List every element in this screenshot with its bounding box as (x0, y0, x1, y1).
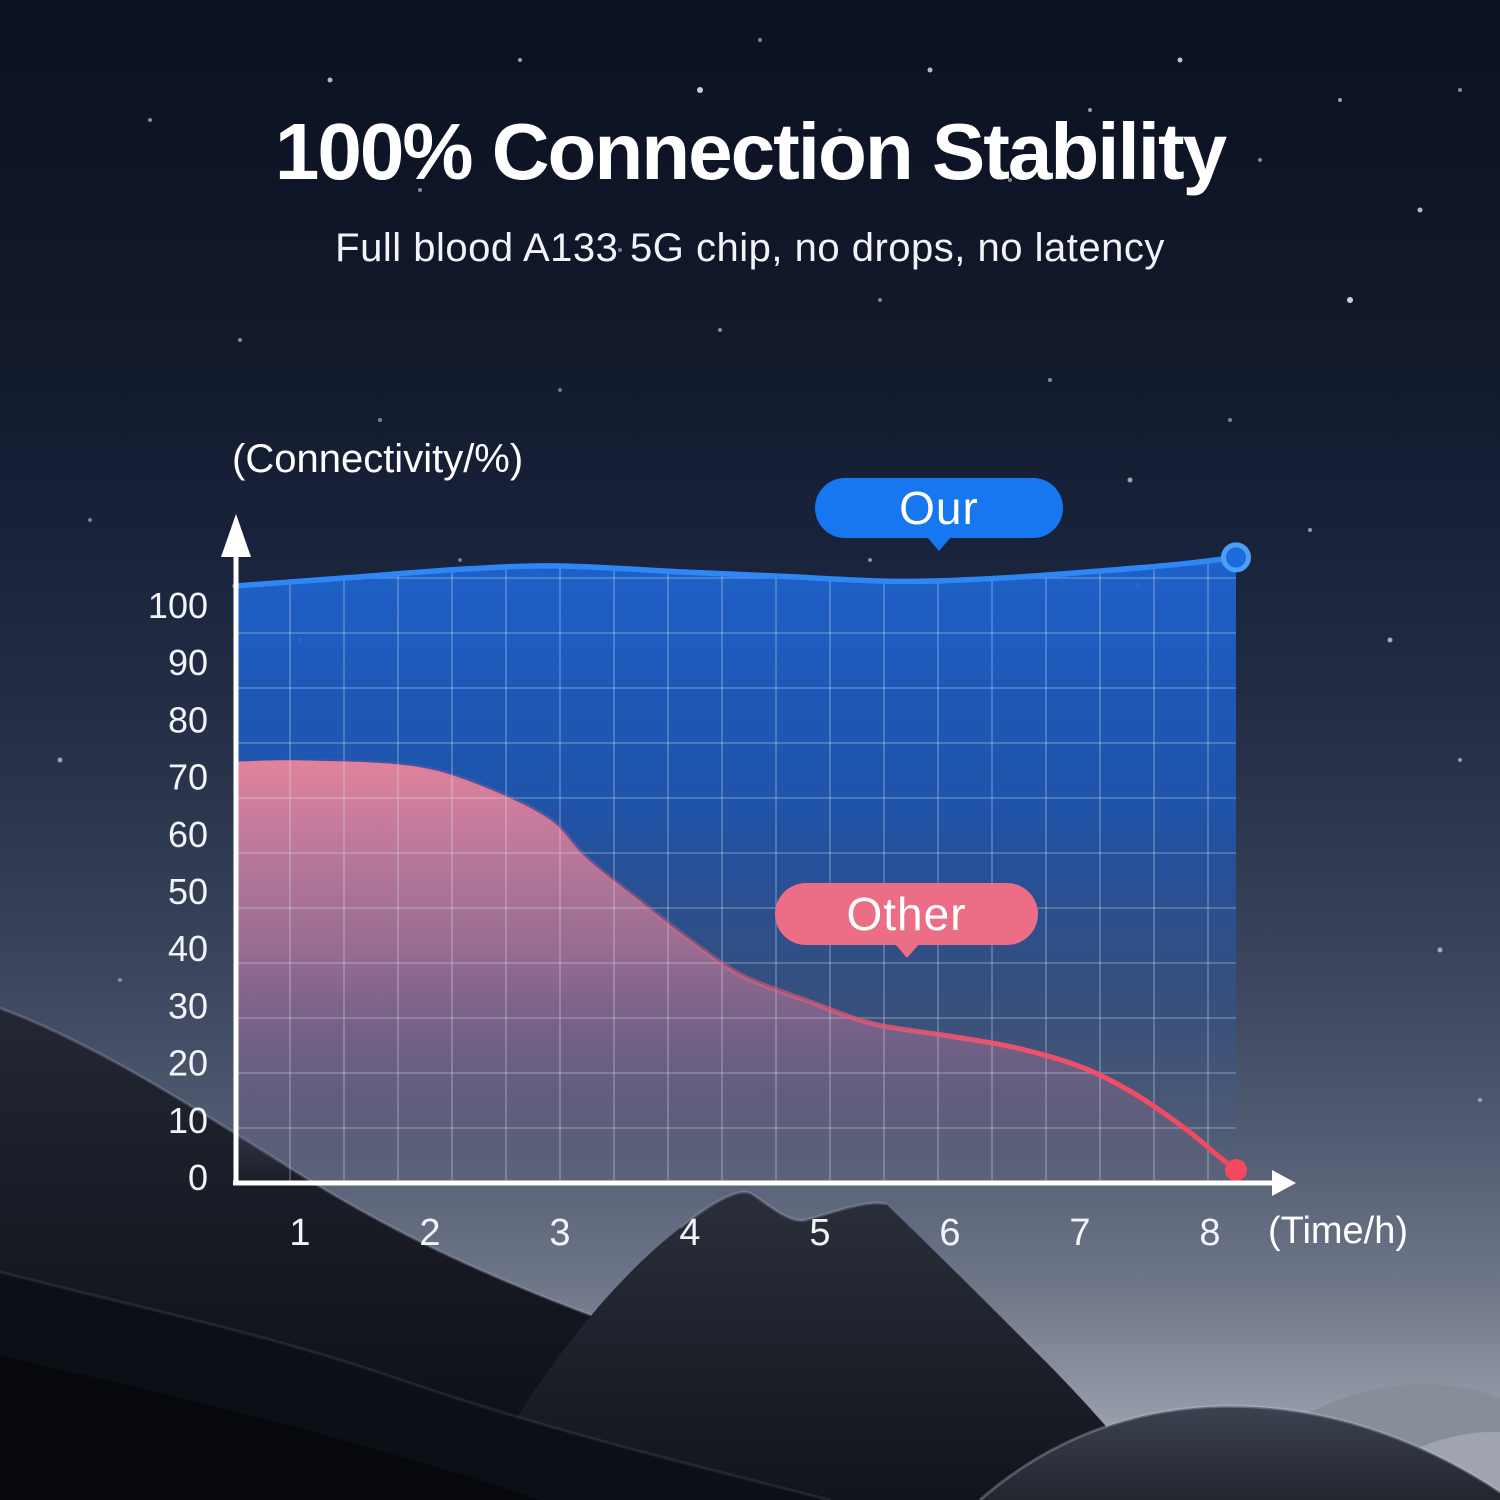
x-tick-label: 6 (939, 1212, 960, 1254)
mountain-center-crest (679, 1190, 887, 1230)
foreground-wave-2 (0, 1356, 540, 1500)
y-tick-label: 0 (188, 1157, 208, 1198)
legend-other-badge: Other (775, 883, 1038, 945)
star (1177, 57, 1183, 63)
star (1458, 758, 1462, 762)
other-endpoint-dot (1225, 1158, 1247, 1181)
star (697, 87, 703, 93)
star (608, 148, 612, 152)
star (927, 67, 933, 73)
star (378, 418, 382, 422)
star (1127, 477, 1133, 483)
page-title: 100% Connection Stability (274, 107, 1227, 196)
star (618, 248, 622, 252)
star (1437, 947, 1443, 953)
star (57, 757, 63, 763)
y-tick-label: 40 (168, 928, 208, 969)
x-axis-caption: (Time/h) (1268, 1210, 1408, 1252)
star (1387, 637, 1393, 643)
star (718, 328, 722, 332)
y-axis-arrow-icon (221, 514, 251, 557)
star (868, 558, 872, 562)
mountains (0, 1006, 1500, 1500)
y-tick-label: 20 (168, 1043, 208, 1084)
page-subtitle: Full blood A133 5G chip, no drops, no la… (335, 226, 1165, 270)
other-series-line (232, 757, 1239, 1173)
y-tick-label: 100 (148, 585, 208, 626)
dune-right-mid (980, 1406, 1500, 1500)
x-tick-label: 3 (549, 1212, 570, 1254)
x-tick-label: 7 (1069, 1212, 1090, 1254)
our-series-line (232, 554, 1239, 589)
foreground-wave-1-crest (0, 1270, 831, 1500)
star (838, 128, 842, 132)
stars (57, 38, 1482, 1102)
star (148, 118, 152, 122)
our-endpoint-dot (1221, 542, 1251, 573)
x-axis-tick-labels: 1 2 3 4 5 6 7 8 (289, 1212, 1220, 1254)
legend-other-label: Other (846, 888, 967, 940)
x-tick-label: 5 (809, 1212, 830, 1254)
star (758, 38, 762, 42)
x-tick-label: 8 (1199, 1212, 1220, 1254)
legend-our-badge: Our (815, 478, 1063, 538)
y-axis-tick-labels: 0 10 20 30 40 50 60 70 80 90 100 (148, 585, 208, 1198)
mountain-center-ridge (470, 1192, 1165, 1500)
grid-lines (236, 557, 1236, 1183)
star (88, 518, 92, 522)
legend-our-label: Our (899, 482, 979, 534)
y-tick-label: 60 (168, 814, 208, 855)
star (1228, 418, 1232, 422)
dune-right-mid-crest (979, 1404, 1500, 1500)
y-tick-label: 50 (168, 871, 208, 912)
star (118, 978, 122, 982)
x-tick-label: 4 (679, 1212, 700, 1254)
star (878, 298, 882, 302)
y-tick-label: 70 (168, 757, 208, 798)
star (1008, 178, 1012, 182)
y-tick-label: 30 (168, 985, 208, 1026)
star (1258, 158, 1262, 162)
star (518, 58, 522, 62)
x-tick-label: 1 (289, 1212, 310, 1254)
star (1458, 88, 1462, 92)
star (458, 558, 462, 562)
star (1478, 1098, 1482, 1102)
star (1347, 297, 1353, 303)
star (327, 77, 333, 83)
star (238, 338, 242, 342)
y-axis-caption: (Connectivity/%) (232, 437, 523, 481)
star (1308, 528, 1312, 532)
star (418, 188, 422, 192)
y-tick-label: 80 (168, 699, 208, 740)
star (1088, 108, 1092, 112)
other-series-area (235, 760, 1236, 1183)
star (1338, 98, 1342, 102)
y-tick-label: 10 (168, 1100, 208, 1141)
star (1417, 207, 1423, 213)
star (558, 388, 562, 392)
star (1048, 378, 1052, 382)
axes (221, 514, 1296, 1196)
y-tick-label: 90 (168, 642, 208, 683)
x-tick-label: 2 (419, 1212, 440, 1254)
x-axis-arrow-icon (1272, 1170, 1296, 1196)
